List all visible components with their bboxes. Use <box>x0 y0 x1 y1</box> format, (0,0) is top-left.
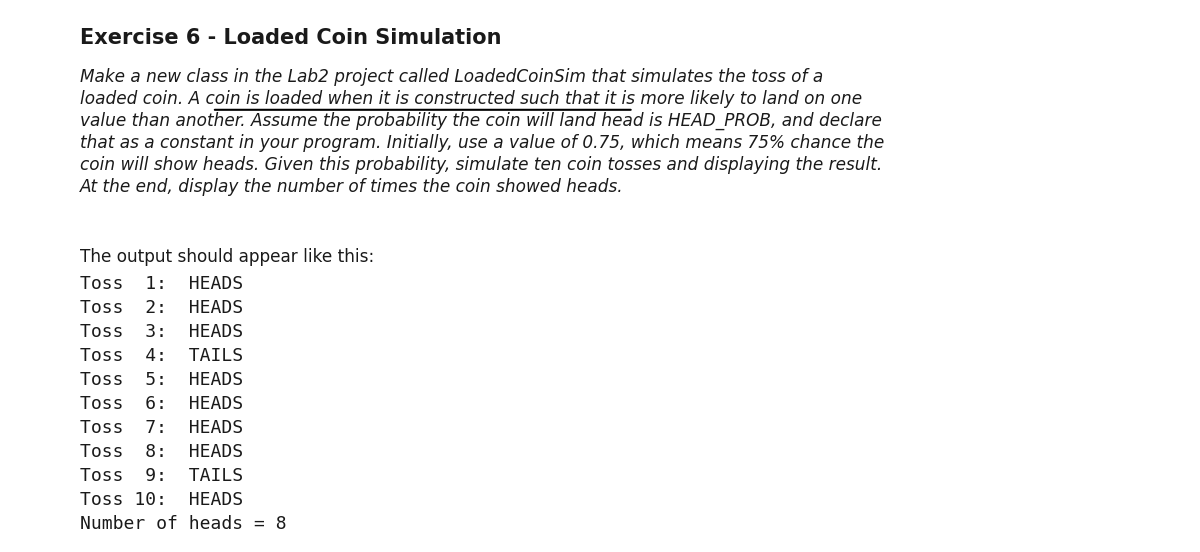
Text: loaded coin. A coin is loaded when it is constructed such that it is more likely: loaded coin. A coin is loaded when it is… <box>80 90 862 108</box>
Text: Toss  8:  HEADS: Toss 8: HEADS <box>80 443 244 461</box>
Text: Make a new class in the Lab2 project called LoadedCoinSim that simulates the tos: Make a new class in the Lab2 project cal… <box>80 68 823 86</box>
Text: Toss  2:  HEADS: Toss 2: HEADS <box>80 299 244 317</box>
Text: At the end, display the number of times the coin showed heads.: At the end, display the number of times … <box>80 178 624 196</box>
Text: that as a constant in your program. Initially, use a value of 0.75, which means : that as a constant in your program. Init… <box>80 134 884 152</box>
Text: Toss  6:  HEADS: Toss 6: HEADS <box>80 395 244 413</box>
Text: Number of heads = 8: Number of heads = 8 <box>80 515 287 533</box>
Text: Toss  5:  HEADS: Toss 5: HEADS <box>80 371 244 389</box>
Text: value than another. Assume the probability the coin will land head is HEAD_PROB,: value than another. Assume the probabili… <box>80 112 882 130</box>
Text: Toss  1:  HEADS: Toss 1: HEADS <box>80 275 244 293</box>
Text: Toss  7:  HEADS: Toss 7: HEADS <box>80 419 244 437</box>
Text: coin will show heads. Given this probability, simulate ten coin tosses and displ: coin will show heads. Given this probabi… <box>80 156 882 174</box>
Text: Exercise 6 - Loaded Coin Simulation: Exercise 6 - Loaded Coin Simulation <box>80 28 502 48</box>
Text: Toss 10:  HEADS: Toss 10: HEADS <box>80 491 244 509</box>
Text: Toss  3:  HEADS: Toss 3: HEADS <box>80 323 244 341</box>
Text: Toss  9:  TAILS: Toss 9: TAILS <box>80 467 244 485</box>
Text: The output should appear like this:: The output should appear like this: <box>80 248 374 266</box>
Text: Toss  4:  TAILS: Toss 4: TAILS <box>80 347 244 365</box>
